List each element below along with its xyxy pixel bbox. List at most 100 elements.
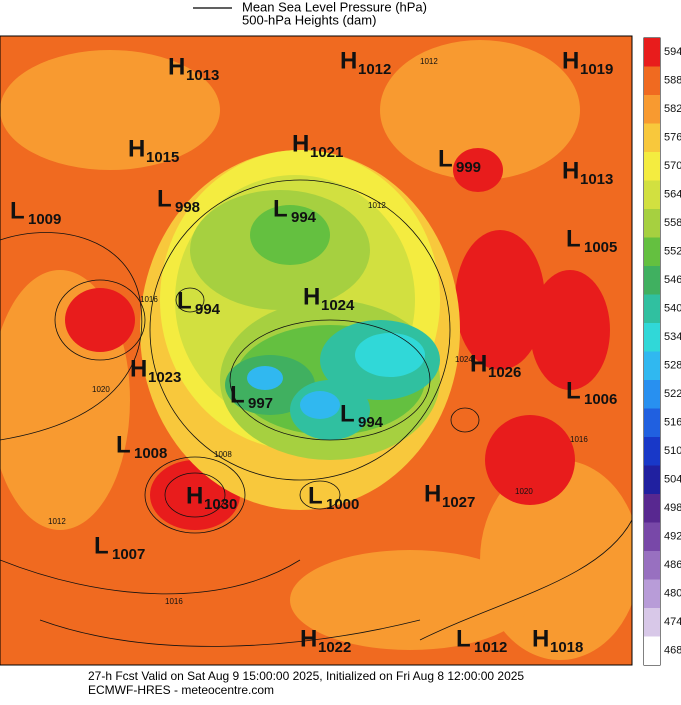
center-letter: H [292,130,309,157]
colorbar-tick-label: 540 [664,303,681,315]
contour-label: 1016 [165,597,183,606]
center-letter: H [340,47,357,74]
colorbar-tick-label: 546 [664,274,681,286]
center-pressure: 994 [291,209,317,226]
center-pressure: 1023 [148,369,181,386]
center-pressure: 999 [456,159,481,176]
contour-label: 1016 [570,435,588,444]
center-letter: L [157,185,172,212]
center-letter: H [424,480,441,507]
colorbar-bin [644,323,660,352]
colorbar-bin [644,180,660,209]
center-pressure: 1007 [112,546,145,563]
colorbar-tick-label: 468 [664,645,681,657]
colorbar-bin [644,95,660,124]
colorbar-tick-label: 516 [664,417,681,429]
colorbar-tick-label: 522 [664,388,681,400]
colorbar-tick-label: 582 [664,103,681,115]
center-letter: H [562,47,579,74]
center-pressure: 994 [358,414,384,431]
colorbar-bin [644,437,660,466]
contour-label: 1008 [214,450,232,459]
contour-label: 1020 [515,487,533,496]
contour-label: 1016 [140,295,158,304]
center-letter: H [562,157,579,184]
colorbar-tick-label: 480 [664,588,681,600]
center-letter: L [116,431,131,458]
center-pressure: 1024 [321,297,355,314]
colorbar-bin [644,38,660,67]
center-letter: L [566,377,581,404]
colorbar-bin [644,465,660,494]
colorbar-tick-label: 528 [664,360,681,372]
contour-label: 1024 [455,355,473,364]
colorbar-tick-label: 558 [664,217,681,229]
center-letter: H [532,625,549,652]
colorbar-tick-label: 504 [664,474,681,486]
footer-source: ECMWF-HRES - meteocentre.com [88,683,274,697]
center-pressure: 1019 [580,61,613,78]
center-pressure: 1027 [442,494,475,511]
center-pressure: 1022 [318,639,351,656]
colorbar-bin [644,608,660,637]
center-pressure: 1013 [186,67,219,84]
colorbar-bin [644,351,660,380]
colorbar-tick-label: 576 [664,132,681,144]
center-pressure: 1009 [28,211,61,228]
center-letter: L [94,532,109,559]
colorbar-bin [644,380,660,409]
center-pressure: 998 [175,199,200,216]
center-letter: H [128,135,145,162]
colorbar-bin [644,636,660,665]
center-letter: H [300,625,317,652]
center-pressure: 1005 [584,239,617,256]
legend-heights: 500-hPa Heights (dam) [242,12,376,27]
colorbar-tick-label: 486 [664,559,681,571]
colorbar-bin [644,66,660,95]
colorbar-bin [644,152,660,181]
center-letter: H [130,355,147,382]
map-frame [0,35,633,666]
center-pressure: 994 [195,301,221,318]
colorbar-bin [644,551,660,580]
center-letter: L [10,197,25,224]
colorbar-tick-label: 492 [664,531,681,543]
colorbar-tick-label: 510 [664,445,681,457]
center-pressure: 1030 [204,496,237,513]
colorbar-bin [644,123,660,152]
map [0,36,632,665]
center-letter: L [566,225,581,252]
center-letter: L [340,400,355,427]
center-pressure: 1018 [550,639,583,656]
legend-pressure: Mean Sea Level Pressure (hPa) [242,0,427,14]
colorbar-bin [644,522,660,551]
colorbar-tick-label: 474 [664,616,681,628]
colorbar-tick-label: 534 [664,331,681,343]
colorbar-tick-label: 552 [664,246,681,258]
center-pressure: 1013 [580,171,613,188]
colorbar-bin [644,408,660,437]
center-pressure: 1008 [134,445,167,462]
center-letter: L [177,287,192,314]
center-pressure: 1006 [584,391,617,408]
center-letter: H [168,53,185,80]
colorbar-tick-label: 570 [664,160,681,172]
contour-label: 1012 [48,517,66,526]
contour-label: 1012 [368,201,386,210]
colorbar-bin [644,494,660,523]
colorbar-bin [644,209,660,238]
colorbar-tick-label: 564 [664,189,681,201]
center-letter: L [438,145,453,172]
center-letter: L [273,195,288,222]
center-pressure: 997 [248,395,273,412]
colorbar-bin [644,237,660,266]
center-letter: L [308,482,323,509]
contour-label: 1020 [92,385,110,394]
center-pressure: 1000 [326,496,359,513]
center-pressure: 1021 [310,144,343,161]
colorbar-tick-label: 588 [664,75,681,87]
center-letter: H [186,482,203,509]
center-letter: L [230,381,245,408]
footer-valid: 27-h Fcst Valid on Sat Aug 9 15:00:00 20… [88,669,524,683]
colorbar-tick-label: 594 [664,46,681,58]
